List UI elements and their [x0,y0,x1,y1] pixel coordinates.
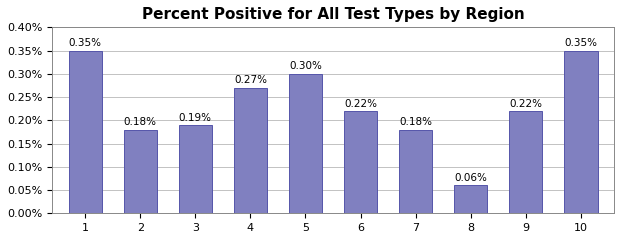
Text: 0.18%: 0.18% [124,117,156,127]
Bar [68,51,102,213]
Bar [179,125,212,213]
Text: 0.19%: 0.19% [179,113,212,123]
Bar [289,74,322,213]
Bar [564,51,597,213]
Bar [234,88,267,213]
Text: 0.35%: 0.35% [564,38,597,48]
Bar [455,186,487,213]
Text: 0.18%: 0.18% [399,117,432,127]
Text: 0.27%: 0.27% [234,75,267,85]
Bar [124,130,156,213]
Title: Percent Positive for All Test Types by Region: Percent Positive for All Test Types by R… [142,7,524,22]
Text: 0.30%: 0.30% [289,61,322,72]
Bar [399,130,432,213]
Text: 0.22%: 0.22% [344,99,377,109]
Text: 0.06%: 0.06% [455,173,487,183]
Bar [509,111,542,213]
Bar [344,111,377,213]
Text: 0.35%: 0.35% [68,38,102,48]
Text: 0.22%: 0.22% [509,99,542,109]
